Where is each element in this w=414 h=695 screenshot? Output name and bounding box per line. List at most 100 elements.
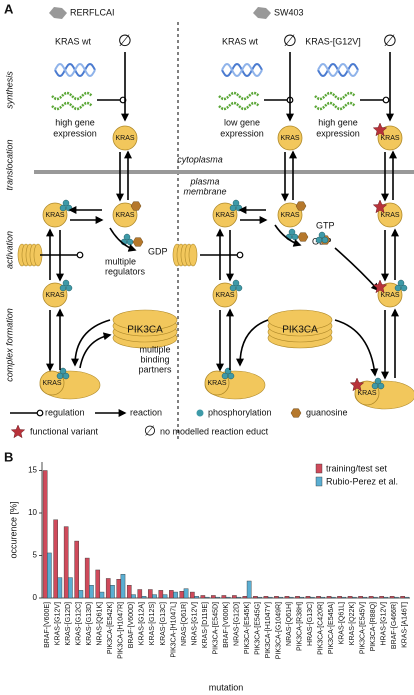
bar: [183, 588, 189, 599]
bar: [84, 557, 90, 599]
guanosine: [297, 232, 309, 242]
x-tick-label: HRAS-[G12V]: [381, 602, 388, 646]
kras-label: KRAS: [280, 135, 299, 142]
bar: [267, 596, 273, 599]
bar: [373, 596, 378, 599]
guanosine: [132, 237, 144, 247]
x-tick-label: NRAS-[Q61R]: [181, 602, 188, 646]
bar: [295, 596, 300, 599]
x-tick-label: PIK3CA-[H1047L]: [170, 602, 177, 658]
dna: [317, 62, 359, 78]
bar: [299, 596, 305, 599]
x-tick-label: NRAS-[Q61H]: [286, 602, 293, 646]
x-tick-label: NRAS-[Q61K]: [97, 602, 104, 646]
phosphorylation: [232, 279, 240, 287]
bar: [116, 579, 122, 599]
label: activation: [4, 231, 14, 269]
x-tick-label: KRAS-[G12S]: [149, 602, 156, 645]
kras-node: [377, 202, 403, 228]
label: ∅: [118, 33, 132, 50]
kras-node: [277, 202, 303, 228]
regulator: [188, 243, 198, 267]
bar: [288, 596, 294, 599]
kras-label: KRAS: [45, 292, 64, 299]
x-tick-label: PIK3CA-[E545V]: [360, 602, 367, 654]
bar: [179, 591, 185, 599]
functional-variant: [349, 377, 365, 392]
label: synthesis: [4, 71, 14, 109]
bar: [110, 585, 115, 599]
reaction: [236, 319, 269, 367]
x-tick-label: HRAS-[G13C]: [307, 602, 314, 646]
bar: [278, 596, 283, 599]
bar: [274, 596, 279, 599]
bar: [362, 596, 368, 599]
y-tick-label: 10: [28, 508, 37, 517]
phosphorylation: [229, 204, 237, 212]
legend-label: Rubio-Perez et al.: [326, 476, 398, 486]
phosphorylation: [123, 233, 131, 241]
bar: [383, 596, 389, 599]
x-tick-label: KRAS-[A146T]: [402, 602, 409, 648]
kras-label: KRAS: [42, 380, 61, 387]
phosphorylation: [400, 284, 408, 292]
label: complex formation: [4, 308, 14, 382]
mrna: [218, 91, 260, 101]
kras-label: KRAS: [215, 292, 234, 299]
phosphorylation: [227, 372, 235, 380]
label: SW403: [274, 7, 304, 17]
bar: [53, 519, 58, 599]
phosphorylation: [374, 377, 382, 385]
label: translocation: [4, 139, 14, 190]
bar: [47, 552, 52, 599]
label: guanosine: [306, 407, 348, 417]
bar: [330, 596, 336, 599]
panel-label: B: [4, 449, 13, 464]
bar: [162, 594, 168, 599]
bar: [211, 595, 216, 599]
label: reaction: [130, 407, 162, 417]
bar: [326, 596, 332, 599]
bar: [215, 596, 220, 599]
label: PIK3CA: [127, 325, 163, 336]
bar: [379, 596, 384, 599]
phosphorylation: [288, 228, 296, 236]
y-tick-label: 0: [33, 593, 38, 602]
bar: [320, 596, 326, 599]
bar: [89, 585, 94, 599]
phosphorylation: [229, 284, 237, 292]
bar: [394, 596, 399, 599]
x-tick-label: PIK3CA-[H1047R]: [118, 602, 125, 659]
x-tick-label: KRAS-[D119E]: [202, 602, 209, 648]
bar: [194, 596, 199, 599]
bar: [42, 470, 48, 599]
reaction: [334, 319, 379, 377]
label: expression: [220, 128, 264, 138]
reaction: [71, 319, 111, 367]
y-tick-label: 15: [28, 466, 37, 475]
x-tick-label: BRAF-[V600E]: [44, 602, 51, 648]
x-tick-label: PIK3CA-[E545K]: [244, 602, 251, 654]
x-tick-label: KRAS-[Q61L]: [339, 602, 346, 644]
phosphorylation: [291, 233, 299, 241]
bar: [74, 540, 79, 599]
label: high gene: [318, 117, 358, 127]
bar: [120, 574, 126, 599]
x-tick-label: KRAS-[G12C]: [76, 602, 83, 646]
kras-label: KRAS: [380, 135, 399, 142]
mrna: [51, 101, 93, 111]
bar: [232, 595, 237, 599]
label: KRAS-[G12V]: [305, 36, 361, 46]
bar: [152, 594, 157, 599]
bar: [190, 591, 195, 599]
functional-variant: [372, 279, 388, 294]
mrna: [218, 101, 260, 111]
legend-swatch: [315, 463, 323, 474]
bar: [131, 594, 136, 599]
bar: [347, 596, 353, 599]
x-tick-label: NRAS-[G12V]: [191, 602, 198, 646]
cell-icon: [253, 7, 271, 19]
kras-label: KRAS: [215, 212, 234, 219]
phosphorylation: [235, 284, 243, 292]
